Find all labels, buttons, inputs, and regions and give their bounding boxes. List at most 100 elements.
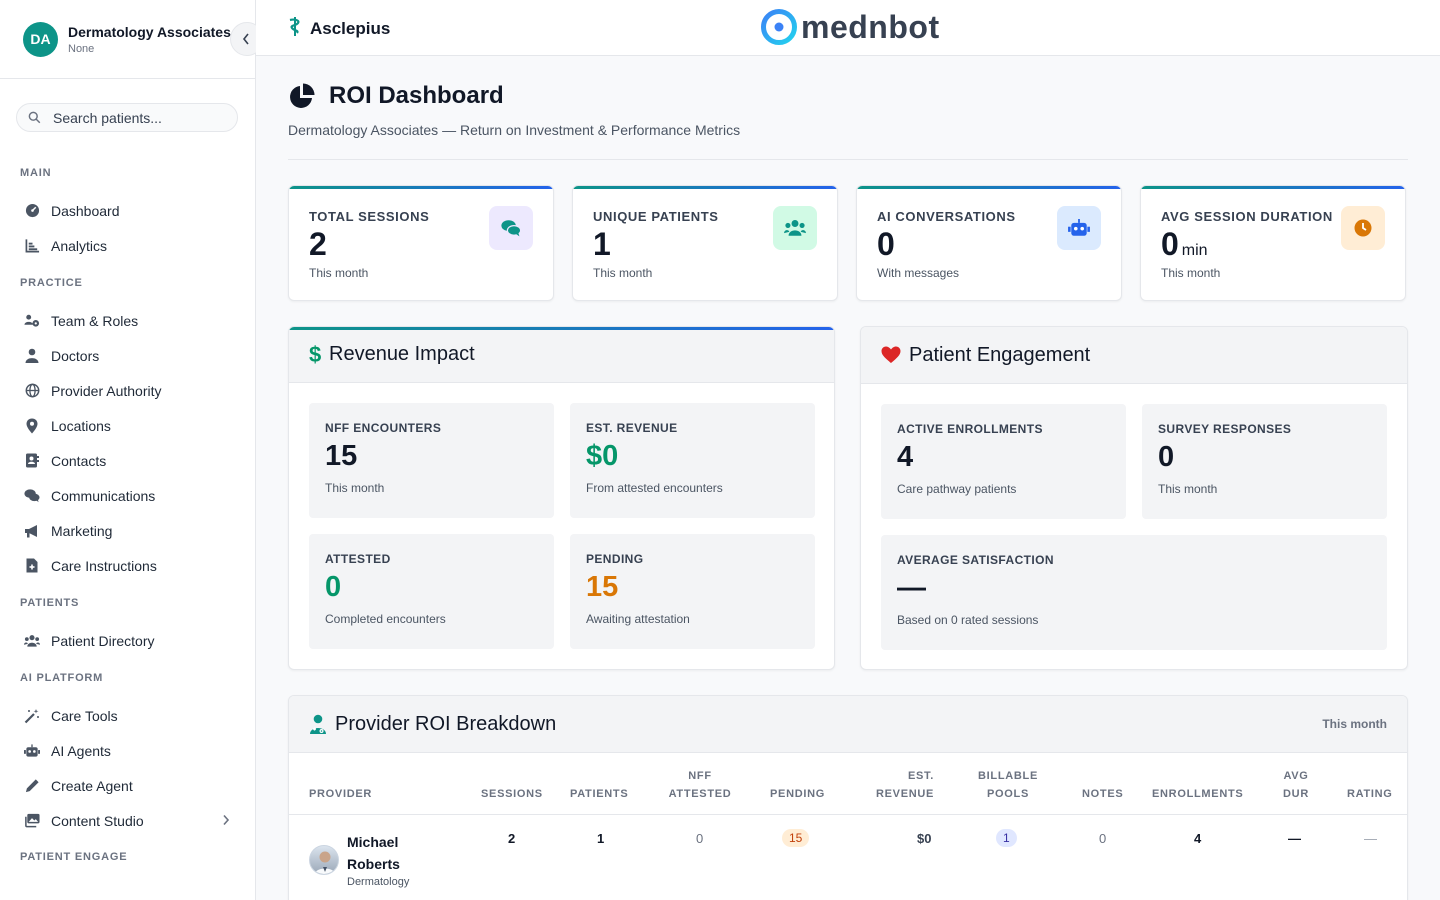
- stat-card-avg-session-duration: AVG SESSION DURATION 0 min This month: [1140, 185, 1406, 301]
- stat-note: This month: [593, 266, 653, 280]
- table-row[interactable]: Michael Roberts Dermatology 2 1 0 15 $0 …: [289, 815, 1407, 900]
- globe-icon: [24, 383, 40, 399]
- metric-pending: PENDING 15 Awaiting attestation: [570, 534, 815, 649]
- col-nff-attested[interactable]: NFF ATTESTED: [668, 767, 732, 803]
- col-notes[interactable]: NOTES: [1082, 788, 1124, 800]
- chart-bar-icon: [24, 238, 40, 254]
- date-range-label[interactable]: This month: [1322, 717, 1387, 731]
- sidebar-item-provider-authority[interactable]: Provider Authority: [0, 373, 255, 408]
- mednbot-logo: mednbot: [760, 8, 940, 46]
- sidebar-item-create-agent[interactable]: Create Agent: [0, 768, 255, 803]
- sidebar-item-patient-directory[interactable]: Patient Directory: [0, 623, 255, 658]
- brand-name: Asclepius: [310, 19, 391, 38]
- comments-icon: [24, 488, 40, 504]
- col-est-revenue[interactable]: EST. REVENUE: [876, 767, 934, 803]
- col-pending[interactable]: PENDING: [770, 788, 826, 800]
- metric-label: NFF ENCOUNTERS: [325, 421, 442, 435]
- robot-icon: [24, 743, 40, 759]
- col-label-line: POOLS: [986, 788, 1029, 800]
- sidebar-item-label: Team & Roles: [51, 312, 139, 329]
- col-label-line: NFF: [688, 770, 712, 782]
- col-label-line: EST.: [907, 770, 934, 782]
- stat-cards: TOTAL SESSIONS 2 This month UNIQUE PATIE…: [288, 185, 1408, 301]
- chevron-left-icon: [242, 33, 249, 45]
- page-title: ROI Dashboard: [329, 82, 504, 109]
- revenue-metrics: NFF ENCOUNTERS 15 This month EST. REVENU…: [289, 383, 834, 669]
- metric-label: AVERAGE SATISFACTION: [897, 553, 1054, 567]
- map-pin-icon: [24, 418, 40, 434]
- revenue-impact-panel: $ Revenue Impact NFF ENCOUNTERS 15 This …: [288, 326, 835, 670]
- search-icon: [28, 111, 41, 124]
- search-input[interactable]: [53, 109, 223, 126]
- sidebar-item-marketing[interactable]: Marketing: [0, 513, 255, 548]
- col-avg-dur[interactable]: AVG DUR: [1281, 767, 1311, 803]
- metric-note: Based on 0 rated sessions: [897, 613, 1039, 627]
- top-bar: Asclepius mednbot: [256, 0, 1440, 56]
- heart-icon: [881, 346, 901, 364]
- cell-rating: —: [1364, 831, 1377, 846]
- panel-header: Patient Engagement: [861, 327, 1407, 384]
- users-icon: [24, 633, 40, 649]
- org-header[interactable]: DA Dermatology Associates None: [0, 0, 264, 79]
- stat-label: AVG SESSION DURATION: [1161, 209, 1333, 224]
- sidebar-item-care-instructions[interactable]: Care Instructions: [0, 548, 255, 583]
- col-label-line: REVENUE: [876, 788, 935, 800]
- col-sessions[interactable]: SESSIONS: [481, 788, 543, 800]
- col-rating[interactable]: RATING: [1347, 788, 1393, 800]
- stat-label: TOTAL SESSIONS: [309, 209, 430, 224]
- col-billable-pools[interactable]: BILLABLE POOLS: [978, 767, 1038, 803]
- sidebar-item-ai-agents[interactable]: AI Agents: [0, 733, 255, 768]
- cell-pending: 15: [782, 829, 810, 847]
- org-avatar: DA: [23, 21, 58, 57]
- patient-engagement-panel: Patient Engagement ACTIVE ENROLLMENTS 4 …: [860, 326, 1408, 670]
- metric-attested: ATTESTED 0 Completed encounters: [309, 534, 554, 649]
- page-subtitle: Dermatology Associates — Return on Inves…: [288, 122, 741, 138]
- col-label-line: ATTESTED: [668, 788, 732, 800]
- col-enrollments[interactable]: ENROLLMENTS: [1152, 788, 1244, 800]
- panel-row: $ Revenue Impact NFF ENCOUNTERS 15 This …: [288, 326, 1408, 670]
- col-patients[interactable]: PATIENTS: [570, 788, 629, 800]
- stat-note: This month: [1161, 266, 1221, 280]
- metric-label: EST. REVENUE: [586, 421, 678, 435]
- sidebar-item-label: Create Agent: [51, 777, 133, 794]
- stat-card-total-sessions: TOTAL SESSIONS 2 This month: [288, 185, 554, 301]
- nav-section-practice: PRACTICE: [20, 277, 83, 289]
- sidebar-item-care-tools[interactable]: Care Tools: [0, 698, 255, 733]
- sidebar-item-team-roles[interactable]: Team & Roles: [0, 303, 255, 338]
- billable-pools-badge: 1: [996, 829, 1017, 847]
- sidebar-item-analytics[interactable]: Analytics: [0, 228, 255, 263]
- sidebar-item-content-studio[interactable]: Content Studio: [0, 803, 255, 838]
- stat-value: 0: [877, 226, 895, 262]
- sidebar-item-locations[interactable]: Locations: [0, 408, 255, 443]
- page-header: ROI Dashboard Dermatology Associates — R…: [288, 56, 1408, 160]
- panel-title: Revenue Impact: [329, 343, 475, 365]
- cell-enrollments: 4: [1194, 831, 1202, 846]
- patient-search[interactable]: [16, 103, 238, 132]
- stat-value: 1: [593, 226, 611, 262]
- col-provider[interactable]: PROVIDER: [309, 788, 373, 800]
- org-name: Dermatology Associates: [68, 23, 231, 40]
- sidebar-item-label: Dashboard: [51, 202, 120, 219]
- sidebar-item-contacts[interactable]: Contacts: [0, 443, 255, 478]
- sidebar-item-dashboard[interactable]: Dashboard: [0, 193, 255, 228]
- address-book-icon: [24, 453, 40, 469]
- sidebar-item-label: Patient Directory: [51, 632, 155, 649]
- chevron-right-icon[interactable]: [222, 813, 230, 829]
- cell-patients: 1: [597, 831, 605, 846]
- sidebar-item-communications[interactable]: Communications: [0, 478, 255, 513]
- wand-magic-icon: [24, 708, 40, 724]
- sidebar-item-doctors[interactable]: Doctors: [0, 338, 255, 373]
- pencil-icon: [24, 778, 40, 794]
- logo-wordmark: mednbot: [801, 8, 940, 45]
- clock-icon: [1341, 206, 1385, 250]
- metric-est-revenue: EST. REVENUE $0 From attested encounters: [570, 403, 815, 518]
- stat-card-unique-patients: UNIQUE PATIENTS 1 This month: [572, 185, 838, 301]
- provider-name[interactable]: Michael Roberts: [347, 834, 400, 872]
- stat-unit: min: [1181, 242, 1208, 259]
- users-icon: [773, 206, 817, 250]
- dollar-sign-icon: $: [309, 344, 321, 366]
- svg-text:$: $: [309, 344, 321, 366]
- chart-pie-icon: [290, 83, 315, 108]
- brand[interactable]: Asclepius: [288, 17, 390, 41]
- stat-value: 0: [1161, 226, 1179, 262]
